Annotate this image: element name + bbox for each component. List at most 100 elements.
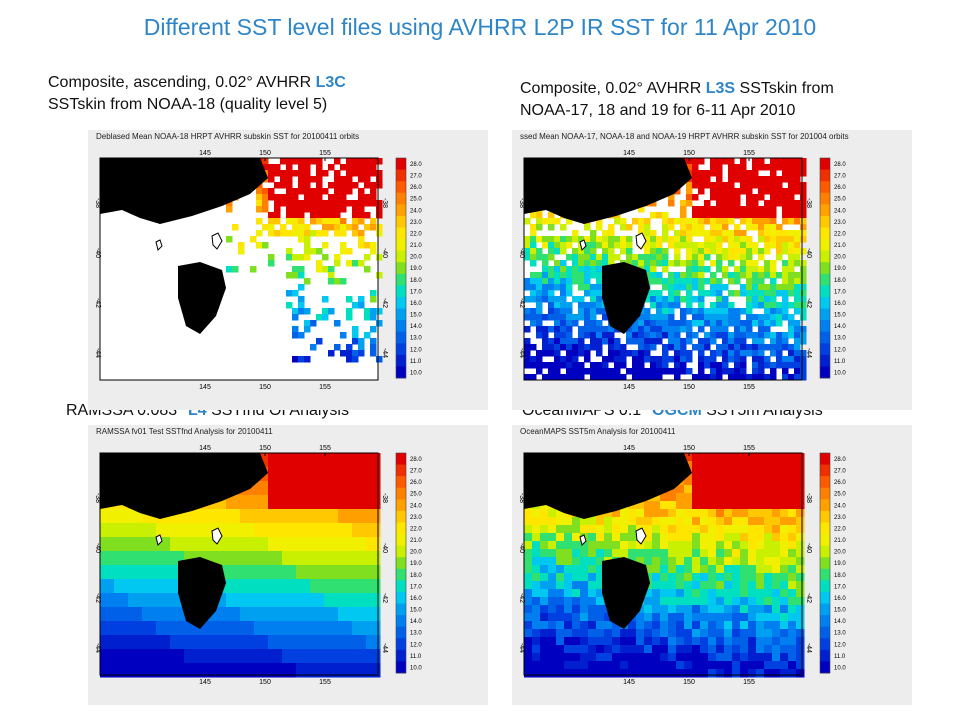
sst-cell (656, 296, 663, 303)
sst-cell (756, 653, 765, 662)
sst-cell (580, 517, 589, 526)
sst-cell (596, 362, 603, 369)
sst-cell (668, 525, 677, 534)
colorbar-swatch (820, 354, 830, 367)
sst-cell (226, 236, 233, 243)
sst-cell (366, 509, 381, 524)
sst-cell (700, 573, 709, 582)
sst-cell (668, 581, 677, 590)
sst-cell (584, 248, 591, 255)
sst-cell (764, 272, 771, 279)
sst-cell (780, 613, 789, 622)
sst-cell (708, 629, 717, 638)
sst-cell (740, 533, 749, 542)
sst-cell (686, 272, 693, 279)
sst-cell (788, 344, 795, 351)
sst-cell (524, 573, 533, 582)
sst-cell (280, 200, 287, 207)
sst-cell (366, 551, 381, 566)
sst-cell (580, 557, 589, 566)
sst-cell (100, 551, 115, 566)
sst-cell (746, 374, 753, 381)
sst-cell (796, 477, 805, 486)
sst-cell (310, 320, 317, 327)
sst-cell (776, 314, 783, 321)
sst-cell (324, 537, 339, 552)
sst-cell (700, 629, 709, 638)
sst-cell (156, 621, 171, 636)
sst-cell (532, 589, 541, 598)
sst-cell (292, 194, 299, 201)
sst-cell (684, 669, 693, 678)
sst-cell (734, 266, 741, 273)
sst-cell (794, 338, 801, 345)
sst-cell (554, 296, 561, 303)
sst-cell (652, 669, 661, 678)
sst-cell (548, 549, 557, 558)
sst-cell (292, 212, 299, 219)
sst-cell (740, 320, 747, 327)
colorbar-swatch (396, 534, 406, 547)
sst-cell (716, 188, 723, 195)
sst-cell (780, 557, 789, 566)
sst-cell (620, 509, 629, 518)
colorbar-swatch (820, 158, 830, 170)
sst-cell (764, 200, 771, 207)
sst-cell (710, 368, 717, 375)
sst-cell (698, 290, 705, 297)
sst-cell (608, 224, 615, 231)
sst-cell (572, 296, 579, 303)
sst-cell (328, 182, 335, 189)
sst-cell (776, 200, 783, 207)
caption-l3s-text2: NOAA-17, 18 and 19 for 6-11 Apr 2010 (520, 102, 796, 119)
sst-cell (788, 469, 797, 478)
sst-cell (732, 645, 741, 654)
sst-cell (788, 356, 795, 363)
sst-cell (752, 224, 759, 231)
sst-cell (764, 557, 773, 566)
sst-cell (226, 495, 241, 510)
sst-cell (780, 661, 789, 670)
sst-cell (770, 272, 777, 279)
land-mainland (524, 453, 692, 519)
sst-cell (788, 525, 797, 534)
sst-cell (716, 653, 725, 662)
sst-cell (358, 176, 365, 183)
sst-cell (732, 461, 741, 470)
sst-cell (692, 332, 699, 339)
sst-cell (764, 356, 771, 363)
sst-cell (764, 284, 771, 291)
sst-cell (596, 573, 605, 582)
sst-cell (676, 653, 685, 662)
sst-cell (612, 541, 621, 550)
colorbar-swatch (820, 273, 830, 286)
sst-cell (142, 565, 157, 580)
sst-cell (796, 525, 805, 534)
sst-cell (734, 194, 741, 201)
sst-cell (254, 635, 269, 650)
sst-cell (608, 368, 615, 375)
sst-cell (756, 581, 765, 590)
sst-cell (540, 533, 549, 542)
sst-cell (756, 557, 765, 566)
sst-cell (680, 308, 687, 315)
sst-cell (796, 613, 805, 622)
sst-cell (704, 170, 711, 177)
sst-cell (554, 344, 561, 351)
page-title: Different SST level files using AVHRR L2… (143, 14, 817, 40)
sst-cell (564, 621, 573, 630)
sst-cell (128, 635, 143, 650)
sst-cell (746, 194, 753, 201)
sst-cell (644, 645, 653, 654)
sst-cell (764, 248, 771, 255)
sst-cell (660, 653, 669, 662)
map-frame (99, 452, 379, 676)
sst-cell (324, 523, 339, 538)
sst-cell (656, 260, 663, 267)
sst-cell (572, 637, 581, 646)
sst-cell (782, 188, 789, 195)
sst-cell (156, 607, 171, 622)
sst-cell (256, 218, 263, 225)
sst-cell (530, 236, 537, 243)
sst-cell (756, 533, 765, 542)
